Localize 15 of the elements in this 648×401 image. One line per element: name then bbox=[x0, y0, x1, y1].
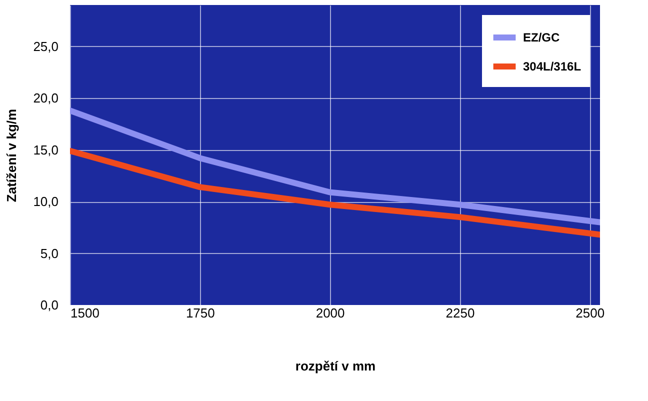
x-tick-label: 2500 bbox=[576, 306, 605, 320]
y-tick-label: 5,0 bbox=[40, 246, 58, 261]
y-tick-label: 10,0 bbox=[33, 194, 58, 210]
y-tick-label: 20,0 bbox=[33, 90, 58, 106]
x-tick-label: 2000 bbox=[316, 306, 345, 320]
x-axis-title: rozpětí v mm bbox=[295, 358, 376, 374]
x-tick-label: 2250 bbox=[446, 306, 475, 320]
x-tick-label: 1500 bbox=[70, 306, 100, 320]
legend-label: 304L/316L bbox=[523, 60, 582, 74]
y-tick-label: 25,0 bbox=[33, 38, 58, 54]
x-tick-label: 1750 bbox=[186, 306, 215, 320]
legend-label: EZ/GC bbox=[523, 30, 560, 44]
y-axis-title: Zatížení v kg/m bbox=[4, 108, 20, 202]
y-tick-label: 15,0 bbox=[33, 142, 58, 158]
y-tick-label: 0,0 bbox=[40, 298, 58, 312]
